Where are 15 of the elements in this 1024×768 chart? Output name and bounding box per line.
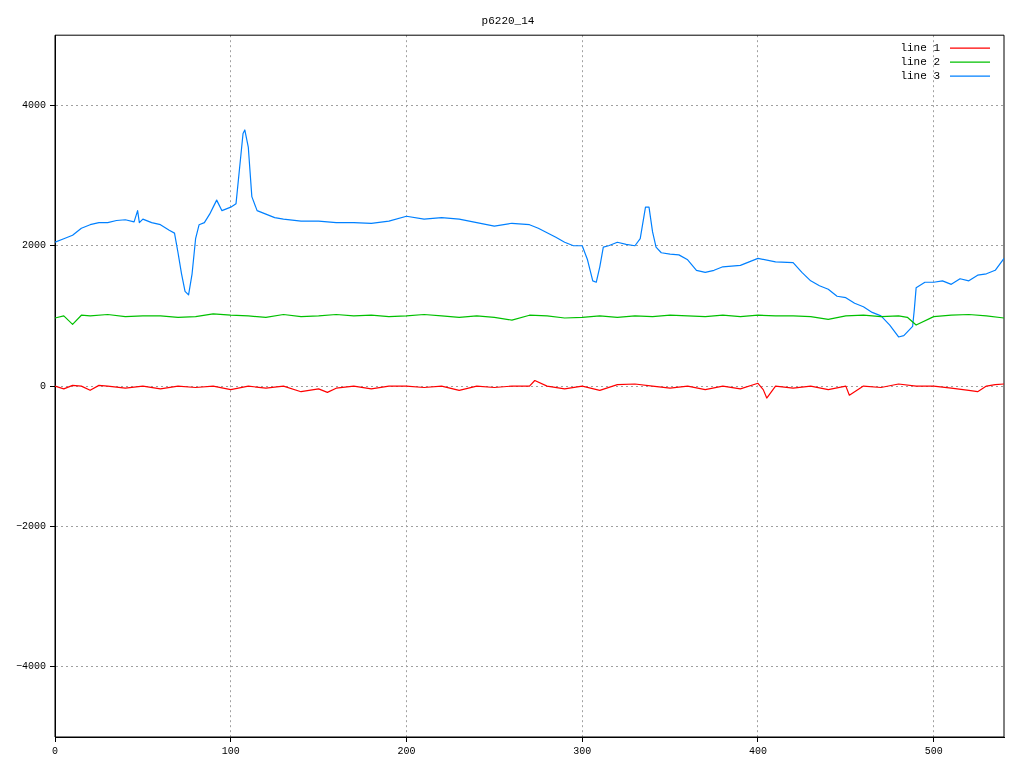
y-tick-label: −4000 bbox=[15, 661, 46, 673]
x-tick-label: 200 bbox=[397, 745, 416, 757]
x-tick-label: 400 bbox=[748, 745, 767, 757]
y-tick-label: 2000 bbox=[21, 240, 46, 252]
legend-label: line 3 bbox=[900, 70, 940, 83]
legend-label: line 2 bbox=[900, 56, 940, 69]
y-tick-label: 4000 bbox=[21, 100, 46, 112]
y-tick-label: 0 bbox=[39, 380, 46, 392]
x-tick-label: 100 bbox=[221, 745, 240, 757]
y-tick-label: −2000 bbox=[15, 521, 46, 533]
chart-title: p6220_14 bbox=[481, 14, 535, 27]
x-tick-label: 500 bbox=[924, 745, 943, 757]
legend-label: line 1 bbox=[900, 42, 941, 55]
x-tick-label: 300 bbox=[573, 745, 592, 757]
x-tick-label: 0 bbox=[52, 745, 59, 757]
